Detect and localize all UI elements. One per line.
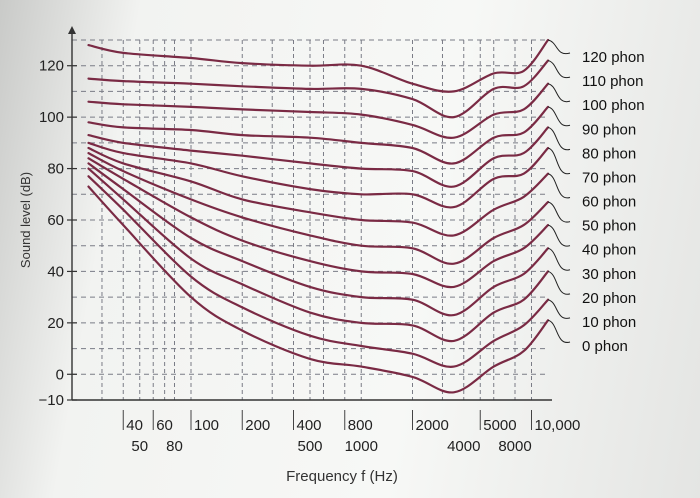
y-tick-label: 120 [39, 58, 64, 75]
x-tick-label: 400 [297, 417, 322, 434]
phon-leader-line [547, 147, 571, 175]
phon-label: 120 phon [582, 49, 645, 66]
x-tick-label: 4000 [447, 438, 480, 455]
phon-leader-line [547, 60, 571, 79]
x-tick-label: 8000 [498, 438, 531, 455]
phon-curve [87, 146, 550, 237]
phon-label: 20 phon [582, 290, 636, 307]
phon-leader-line [547, 224, 571, 247]
y-tick-labels: 120 100 80 60 40 20 0 −10 [39, 58, 64, 409]
x-tick-label: 5000 [483, 417, 516, 434]
phon-leader-line [547, 83, 571, 103]
phon-curve [87, 185, 550, 394]
x-tick-label: 200 [245, 417, 270, 434]
phon-label: 110 phon [582, 73, 643, 90]
phon-curve [87, 157, 550, 289]
x-tick-label: 40 [126, 417, 143, 434]
phon-label: 40 phon [582, 242, 636, 259]
phon-label: 70 phon [582, 169, 636, 186]
x-tick-label: 60 [156, 417, 173, 434]
x-tick-label: 80 [166, 438, 183, 455]
phon-leader-line [547, 126, 571, 151]
phon-curve [87, 152, 550, 265]
phon-label: 80 phon [582, 145, 636, 162]
phon-curve [87, 162, 550, 317]
axes [67, 26, 552, 401]
phon-label: 30 phon [582, 266, 636, 283]
phon-curve [87, 141, 550, 209]
x-tick-label: 10,000 [535, 417, 581, 434]
y-tick-label: 80 [47, 161, 64, 178]
y-tick-label: 100 [39, 109, 64, 126]
x-tick-label: 100 [194, 417, 219, 434]
x-tick-label: 800 [348, 417, 373, 434]
x-axis-title: Frequency f (Hz) [286, 468, 398, 485]
phon-curve [87, 105, 550, 165]
y-tick-label: −10 [39, 392, 64, 409]
phon-leader-line [547, 39, 571, 55]
phon-curves [87, 38, 550, 394]
phon-curve [87, 175, 550, 368]
x-tick-label: 1000 [345, 438, 378, 455]
x-tick-label: 2000 [416, 417, 449, 434]
phon-leader-line [547, 106, 571, 127]
phon-curve [87, 38, 550, 93]
phon-leader-line [547, 299, 571, 319]
grid [72, 39, 548, 400]
phon-leader-line [547, 270, 571, 295]
phon-leader-line [547, 173, 571, 199]
y-tick-label: 40 [47, 263, 64, 280]
phon-curve [87, 82, 550, 139]
phon-leader-line [547, 247, 571, 271]
x-tick-labels: 40 60 100 200 400 800 2000 5000 10,000 50 80 500 100… [122, 410, 581, 455]
phon-label: 60 phon [582, 194, 636, 211]
phon-leader-line [547, 201, 571, 223]
phon-label: 90 phon [582, 121, 636, 138]
y-tick-label: 0 [56, 366, 64, 383]
y-axis-arrow [68, 26, 76, 34]
phon-curve [87, 126, 550, 188]
y-axis-title: Sound level (dB) [18, 172, 33, 268]
phon-curve [87, 59, 550, 119]
phon-leader-line [547, 319, 571, 343]
x-tick-label: 500 [297, 438, 322, 455]
phon-label: 0 phon [582, 338, 628, 355]
phon-label: 100 phon [582, 97, 645, 114]
x-tick-label: 50 [131, 438, 148, 455]
phon-label: 10 phon [582, 314, 636, 331]
phon-curve [87, 167, 550, 343]
phon-labels: 120 phon 110 phon 100 phon 90 phon 80 phon 70… [547, 39, 645, 355]
y-tick-label: 60 [47, 212, 64, 229]
phon-label: 50 phon [582, 218, 636, 235]
y-tick-label: 20 [47, 315, 64, 332]
